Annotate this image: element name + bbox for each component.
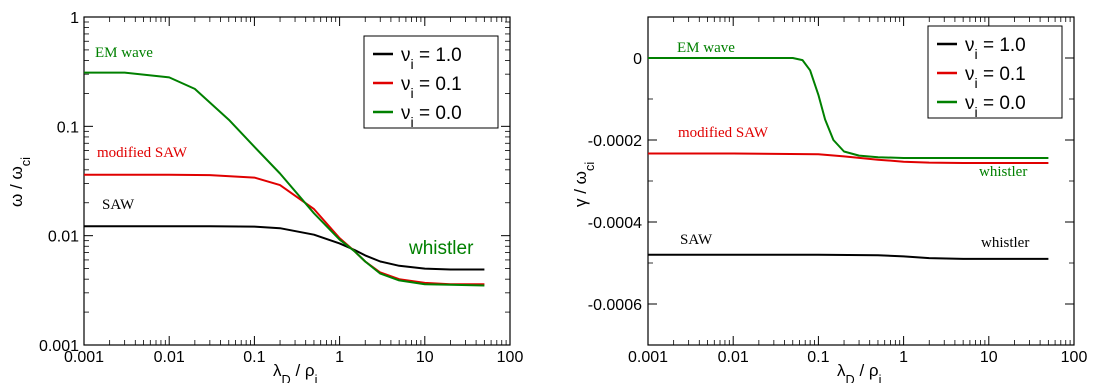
annotation-label: whistler [981, 235, 1029, 251]
plot-frame [83, 16, 511, 346]
annotation-label: EM wave [677, 40, 735, 56]
annotation-label: modified SAW [678, 125, 769, 141]
x-tick-label: 100 [1061, 349, 1088, 366]
annotation-label: whistler [408, 238, 474, 259]
series-line-1 [648, 253, 1049, 260]
legend: νi = 1.0νi = 0.1νi = 0.0 [363, 35, 499, 131]
x-tick-label: 1 [899, 349, 908, 366]
legend-label: νi = 1.0 [401, 45, 462, 73]
annotation-label: EM wave [95, 45, 153, 61]
y-tick-label: 0.01 [48, 229, 79, 246]
x-tick-label: 0.1 [243, 349, 265, 366]
y-tick-label: 0.001 [39, 338, 79, 355]
x-tick-label: 0.1 [807, 349, 829, 366]
x-tick-label: 1 [335, 349, 344, 366]
x-tick-label: 10 [416, 349, 434, 366]
y-tick-label: 1 [70, 10, 79, 27]
x-axis-label: λD / ρi [273, 361, 317, 383]
annotation-label: SAW [680, 232, 713, 248]
y-tick-label: 0 [633, 51, 642, 68]
chart-panel-2: 0.001 0.01 0.1 1 10 100 0 -0.0002 -0.0004 -0.0006… [571, 16, 1088, 383]
y-tick-label: -0.0004 [588, 215, 642, 232]
y-tick-label: 0.1 [57, 119, 79, 136]
y-axis-label: ω / ωci [7, 157, 33, 207]
y-tick-label: -0.0002 [588, 133, 642, 150]
x-tick-label: 0.001 [628, 349, 668, 366]
annotation-label: modified SAW [97, 145, 188, 161]
y-tick-label: -0.0006 [588, 297, 642, 314]
legend-label: νi = 0.0 [401, 103, 462, 131]
y-axis-label: γ / ωci [571, 162, 597, 207]
x-tick-label: 0.01 [718, 349, 749, 366]
legend-label: νi = 0.1 [401, 74, 462, 102]
x-tick-label: 100 [497, 349, 524, 366]
x-tick-label: 0.001 [64, 349, 104, 366]
chart-panel-1: 0.001 0.01 0.1 1 10 100 0.001 0.01 0.1 1 λD / ρi ω … [7, 10, 523, 383]
legend-label: νi = 0.0 [965, 93, 1026, 121]
x-tick-label: 0.01 [154, 349, 185, 366]
legend-label: νi = 0.1 [965, 64, 1026, 92]
annotation-label: whistler [979, 164, 1027, 180]
series-line-3 [648, 57, 1049, 159]
legend-label: νi = 1.0 [965, 35, 1026, 63]
x-tick-label: 10 [980, 349, 998, 366]
x-axis-label: λD / ρi [837, 361, 881, 383]
annotation-label: SAW [102, 197, 135, 213]
series-line-3 [84, 71, 485, 287]
series-line-2 [648, 152, 1049, 164]
legend: νi = 1.0νi = 0.1νi = 0.0 [927, 25, 1063, 121]
